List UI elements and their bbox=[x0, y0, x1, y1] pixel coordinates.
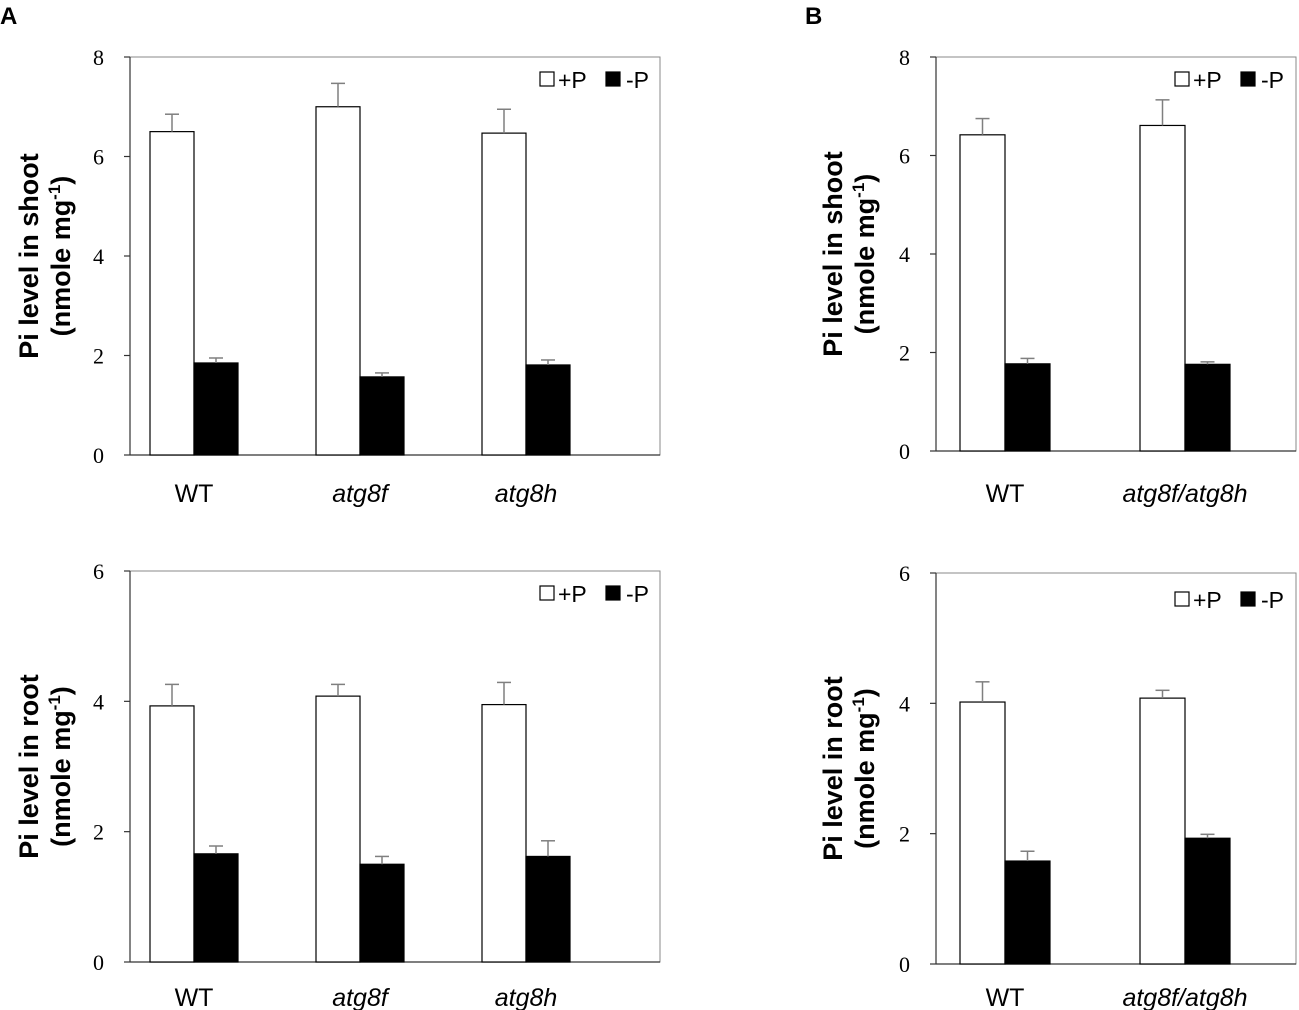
chart-b-root-legend-label-open: +P bbox=[1193, 587, 1222, 613]
chart-b-shoot-y-tick-label: 2 bbox=[899, 341, 910, 366]
chart-a-root-legend-swatch-filled bbox=[605, 585, 621, 601]
chart-a-shoot-ylabel-unit: (nmole mg-1) bbox=[45, 176, 76, 337]
chart-a-root-bar-plusp bbox=[315, 695, 361, 963]
chart-b-shoot-legend-swatch-filled bbox=[1240, 71, 1256, 87]
chart-b-shoot-ylabel-unit: (nmole mg-1) bbox=[849, 174, 880, 335]
chart-b-shoot-legend-label-open: +P bbox=[1193, 67, 1222, 93]
chart-a-root-legend-label-filled: -P bbox=[626, 581, 649, 607]
chart-b-root-bar-minusp bbox=[1004, 860, 1051, 965]
chart-b-root-legend-label-filled: -P bbox=[1261, 587, 1284, 613]
chart-b-shoot-category-label: atg8f/atg8h bbox=[1122, 480, 1247, 508]
chart-b-root-bar-plusp bbox=[1139, 697, 1186, 965]
panel-b-label: B bbox=[805, 3, 822, 30]
chart-a-shoot-category-label: WT bbox=[175, 480, 214, 508]
chart-a-shoot-bar-minusp bbox=[193, 362, 239, 456]
chart-b-shoot-legend-swatch-open bbox=[1174, 71, 1190, 87]
chart-a-shoot-bar-minusp bbox=[525, 364, 571, 456]
chart-a-shoot-category-label: atg8h bbox=[495, 480, 558, 508]
chart-a-shoot-y-tick-label: 4 bbox=[93, 244, 104, 269]
chart-a-shoot-category-label: atg8f bbox=[332, 480, 391, 508]
chart-b-shoot-y-tick-label: 0 bbox=[899, 439, 910, 464]
chart-a-shoot-ylabel-main: Pi level in shoot bbox=[14, 153, 44, 359]
chart-a-shoot-y-tick-label: 0 bbox=[93, 443, 104, 468]
chart-a-root-y-tick-label: 2 bbox=[93, 820, 104, 845]
chart-a-root-y-tick-label: 0 bbox=[93, 950, 104, 975]
chart-a-shoot-y-tick-label: 2 bbox=[93, 344, 104, 369]
chart-b-shoot-ylabel-main: Pi level in shoot bbox=[818, 151, 848, 357]
chart-b-shoot-bar-plusp bbox=[1139, 124, 1186, 452]
chart-b-shoot-bar-minusp bbox=[1184, 363, 1231, 452]
chart-b-root-bar-plusp bbox=[959, 701, 1006, 965]
chart-a-shoot-legend-label-open: +P bbox=[558, 67, 587, 93]
chart-a-root-category-label: atg8f bbox=[332, 984, 391, 1010]
chart-a-root-category-label: atg8h bbox=[495, 984, 558, 1010]
chart-b-shoot-bar-plusp bbox=[959, 134, 1006, 452]
chart-a-root-bar-plusp bbox=[149, 705, 195, 963]
chart-b-root-y-tick-label: 2 bbox=[899, 822, 910, 847]
chart-a-shoot-legend-swatch-open bbox=[539, 71, 555, 87]
chart-b-root-legend-swatch-open bbox=[1174, 591, 1190, 607]
chart-b-shoot-bar-minusp bbox=[1004, 363, 1051, 452]
chart-b-root-category-label: atg8f/atg8h bbox=[1122, 984, 1247, 1010]
chart-b-root-category-label: WT bbox=[986, 984, 1025, 1010]
chart-b-root-y-tick-label: 0 bbox=[899, 952, 910, 977]
chart-a-shoot-bar-plusp bbox=[315, 106, 361, 456]
chart-b-shoot-y-tick-label: 6 bbox=[899, 144, 910, 169]
chart-a-shoot-legend-swatch-filled bbox=[605, 71, 621, 87]
chart-b-shoot-category-label: WT bbox=[986, 480, 1025, 508]
chart-b-root-ylabel-main: Pi level in root bbox=[818, 676, 848, 861]
chart-b-shoot-legend-label-filled: -P bbox=[1261, 67, 1284, 93]
chart-b-root-bar-minusp bbox=[1184, 837, 1231, 965]
chart-a-root-legend-swatch-open bbox=[539, 585, 555, 601]
chart-a-shoot-bar-minusp bbox=[359, 376, 405, 456]
chart-b-shoot-y-tick-label: 4 bbox=[899, 242, 910, 267]
chart-a-root-bar-plusp bbox=[481, 703, 527, 963]
chart-a-root-y-tick-label: 6 bbox=[93, 559, 104, 584]
chart-a-root-bar-minusp bbox=[525, 855, 571, 963]
chart-a-root-bar-minusp bbox=[193, 853, 239, 963]
chart-a-root-category-label: WT bbox=[175, 984, 214, 1010]
chart-a-root-bar-minusp bbox=[359, 863, 405, 963]
chart-a-shoot-y-tick-label: 6 bbox=[93, 145, 104, 170]
chart-a-shoot-y-tick-label: 8 bbox=[93, 45, 104, 70]
chart-a-root-y-tick-label: 4 bbox=[93, 689, 104, 714]
chart-b-shoot-y-tick-label: 8 bbox=[899, 45, 910, 70]
chart-a-shoot-bar-plusp bbox=[149, 131, 195, 456]
chart-a-root-ylabel-unit: (nmole mg-1) bbox=[45, 686, 76, 847]
chart-a-shoot-bar-plusp bbox=[481, 132, 527, 456]
chart-a-root-legend-label-open: +P bbox=[558, 581, 587, 607]
chart-b-root-ylabel-unit: (nmole mg-1) bbox=[849, 688, 880, 849]
chart-b-root-y-tick-label: 4 bbox=[899, 691, 910, 716]
panel-a-label: A bbox=[0, 3, 17, 30]
chart-b-root-y-tick-label: 6 bbox=[899, 561, 910, 586]
chart-a-shoot-legend-label-filled: -P bbox=[626, 67, 649, 93]
chart-a-root-ylabel-main: Pi level in root bbox=[14, 674, 44, 859]
chart-b-root-legend-swatch-filled bbox=[1240, 591, 1256, 607]
